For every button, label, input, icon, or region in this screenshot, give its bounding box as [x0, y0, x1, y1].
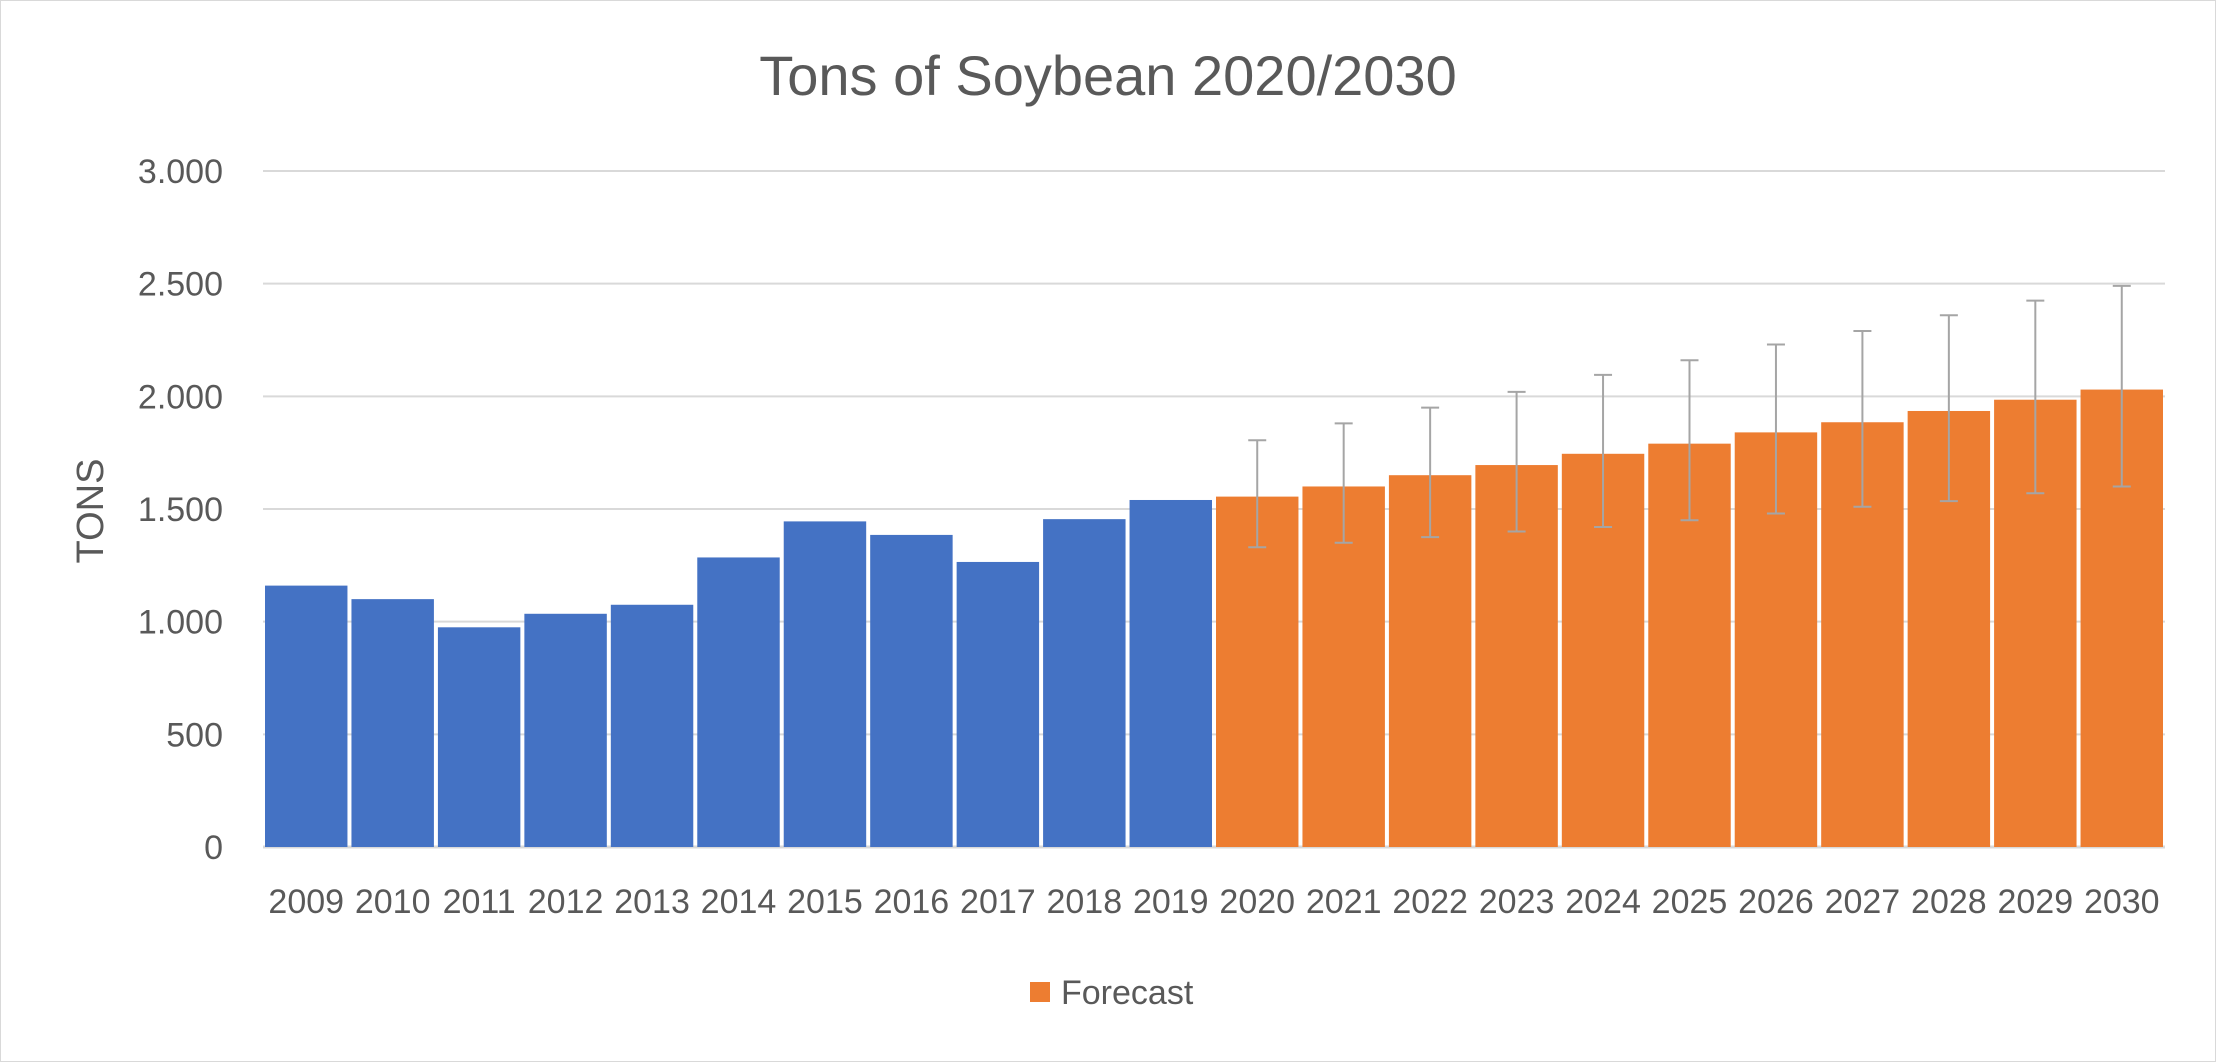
chart-title: Tons of Soybean 2020/2030 [759, 44, 1456, 107]
x-tick-label: 2023 [1479, 883, 1555, 921]
x-axis-ticks: 2009 2010 2011 2012 2013 2014 2015 2016 2017 2018… [268, 883, 2159, 921]
x-tick-label: 2010 [355, 883, 431, 921]
x-tick-label: 2011 [443, 883, 516, 921]
bar-actual [697, 557, 780, 847]
y-tick-label: 0 [204, 829, 223, 867]
x-tick-label: 2024 [1565, 883, 1641, 921]
bar-actual [1043, 519, 1126, 847]
error-bars [1248, 284, 2131, 549]
bar-forecast [1216, 496, 1299, 847]
legend-label-forecast: Forecast [1061, 974, 1194, 1012]
x-tick-label: 2015 [787, 883, 863, 921]
legend-swatch-forecast [1030, 982, 1050, 1002]
x-tick-label: 2013 [614, 883, 690, 921]
y-axis-ticks: 0 500 1.000 1.500 2.000 2.500 3.000 [138, 153, 223, 867]
x-tick-label: 2022 [1392, 883, 1468, 921]
x-tick-label: 2030 [2084, 883, 2160, 921]
x-tick-label: 2025 [1652, 883, 1728, 921]
bar-actual [351, 599, 434, 847]
y-tick-label: 2.500 [138, 266, 223, 304]
x-tick-label: 2021 [1306, 883, 1382, 921]
x-tick-label: 2018 [1046, 883, 1122, 921]
y-tick-label: 2.000 [138, 378, 223, 416]
x-tick-label: 2014 [701, 883, 777, 921]
bar-actual [524, 613, 607, 847]
legend: Forecast [1030, 974, 1194, 1012]
x-tick-label: 2020 [1219, 883, 1295, 921]
bar-actual [265, 585, 348, 847]
y-tick-label: 1.500 [138, 491, 223, 529]
x-tick-label: 2028 [1911, 883, 1987, 921]
y-tick-label: 3.000 [138, 153, 223, 191]
x-tick-label: 2016 [874, 883, 950, 921]
bar-actual [956, 561, 1040, 847]
y-tick-label: 500 [166, 716, 223, 754]
bar-actual [437, 627, 521, 847]
x-tick-label: 2029 [1997, 883, 2073, 921]
bars [265, 389, 2163, 847]
x-tick-label: 2026 [1738, 883, 1814, 921]
x-tick-label: 2017 [960, 883, 1036, 921]
y-tick-label: 1.000 [138, 604, 223, 642]
y-axis-label: TONS [70, 459, 112, 564]
x-tick-label: 2009 [268, 883, 344, 921]
bar-actual [610, 604, 694, 847]
bar-forecast [1302, 486, 1385, 847]
x-tick-label: 2027 [1825, 883, 1901, 921]
bar-actual [783, 521, 867, 847]
bar-actual [870, 534, 953, 847]
bar-actual [1129, 499, 1212, 847]
x-tick-label: 2019 [1133, 883, 1209, 921]
x-tick-label: 2012 [528, 883, 604, 921]
